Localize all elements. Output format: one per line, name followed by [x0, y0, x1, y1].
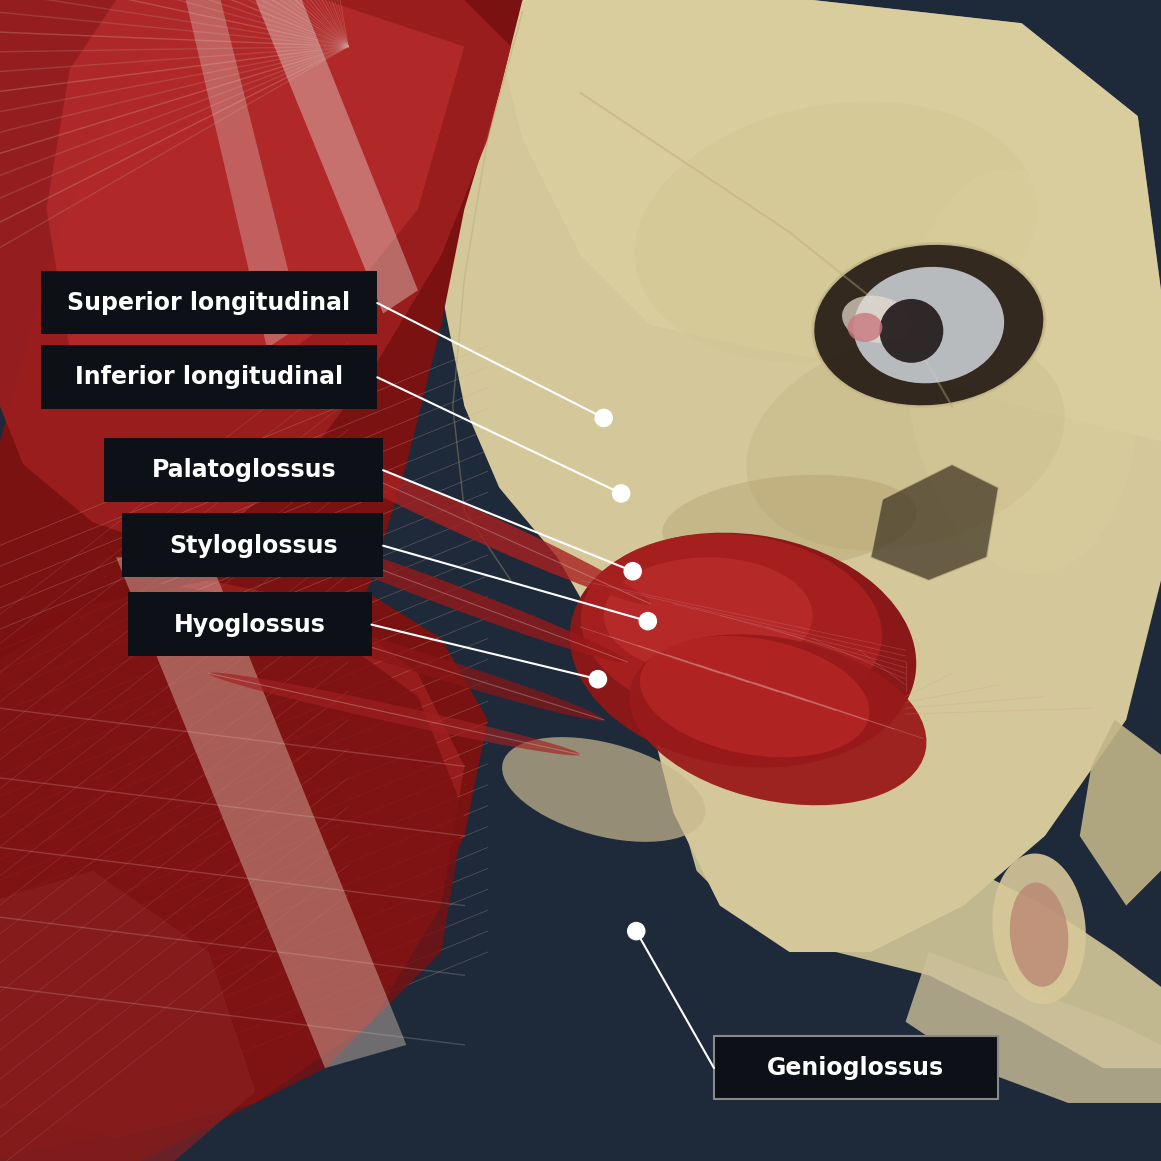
Text: Inferior longitudinal: Inferior longitudinal: [75, 366, 342, 389]
Ellipse shape: [580, 534, 882, 720]
Ellipse shape: [1010, 882, 1068, 987]
Circle shape: [623, 562, 642, 580]
Polygon shape: [186, 0, 302, 348]
Ellipse shape: [209, 672, 580, 756]
Circle shape: [594, 409, 613, 427]
Ellipse shape: [842, 296, 911, 342]
Text: Palatoglossus: Palatoglossus: [151, 459, 337, 482]
Ellipse shape: [662, 475, 917, 570]
Polygon shape: [255, 0, 418, 313]
Text: Superior longitudinal: Superior longitudinal: [67, 291, 351, 315]
Ellipse shape: [290, 440, 650, 605]
Polygon shape: [0, 580, 464, 1138]
Polygon shape: [673, 720, 1161, 1068]
FancyBboxPatch shape: [122, 513, 383, 577]
FancyBboxPatch shape: [104, 438, 383, 502]
Text: Genioglossus: Genioglossus: [767, 1057, 944, 1080]
Ellipse shape: [848, 312, 882, 342]
FancyBboxPatch shape: [714, 1036, 998, 1099]
Polygon shape: [0, 580, 464, 1161]
Polygon shape: [871, 464, 998, 580]
Circle shape: [589, 670, 607, 688]
Polygon shape: [116, 557, 406, 1068]
Circle shape: [627, 922, 646, 940]
Polygon shape: [441, 0, 1161, 952]
Polygon shape: [0, 0, 522, 720]
Ellipse shape: [232, 603, 604, 721]
Text: Hyoglossus: Hyoglossus: [174, 613, 325, 636]
Ellipse shape: [255, 521, 627, 663]
Ellipse shape: [604, 557, 813, 673]
Ellipse shape: [880, 298, 943, 362]
Ellipse shape: [502, 737, 706, 842]
Ellipse shape: [904, 168, 1139, 575]
Ellipse shape: [570, 533, 916, 767]
Polygon shape: [1080, 720, 1161, 906]
Circle shape: [612, 484, 630, 503]
Ellipse shape: [629, 634, 926, 806]
FancyBboxPatch shape: [41, 345, 377, 409]
Polygon shape: [46, 0, 464, 406]
Ellipse shape: [635, 101, 1037, 363]
Polygon shape: [0, 871, 255, 1161]
Ellipse shape: [640, 636, 870, 757]
Ellipse shape: [747, 332, 1065, 550]
FancyBboxPatch shape: [128, 592, 372, 656]
Polygon shape: [906, 952, 1161, 1103]
Ellipse shape: [813, 244, 1045, 406]
FancyBboxPatch shape: [41, 271, 377, 334]
Text: Styloglossus: Styloglossus: [168, 534, 338, 557]
Polygon shape: [499, 0, 1161, 441]
Polygon shape: [0, 557, 488, 1161]
Circle shape: [639, 612, 657, 630]
Ellipse shape: [853, 267, 1004, 383]
Polygon shape: [0, 0, 511, 546]
Ellipse shape: [993, 853, 1086, 1004]
